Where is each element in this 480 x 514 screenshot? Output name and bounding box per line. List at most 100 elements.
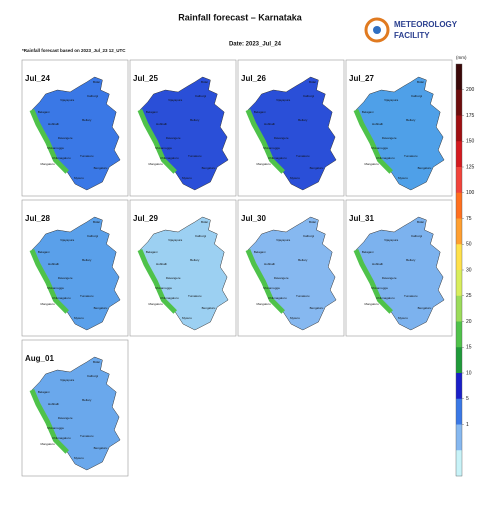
- city-label: Bengaluru: [94, 166, 108, 170]
- city-label: Shivamogga: [371, 286, 388, 290]
- city-label: Bengaluru: [310, 306, 324, 310]
- colorbar-segment: [456, 295, 462, 322]
- city-label: Hubballi: [48, 122, 59, 126]
- colorbar-segment: [456, 141, 462, 168]
- city-label: Chikmagaluru: [52, 296, 71, 300]
- city-label: Chikmagaluru: [52, 156, 71, 160]
- city-label: Davangere: [58, 416, 73, 420]
- colorbar-segment: [456, 424, 462, 451]
- colorbar-label: 25: [466, 293, 472, 299]
- city-label: Belagavi: [362, 110, 374, 114]
- city-label: Mangaluru: [40, 162, 55, 166]
- map: [139, 76, 229, 191]
- coast-band: [29, 389, 69, 454]
- city-label: Tumakuru: [80, 434, 94, 438]
- colorbar-segment: [456, 450, 462, 477]
- city-label: Kalburgi: [411, 94, 422, 98]
- city-label: Shivamogga: [371, 146, 388, 150]
- city-label: Mangaluru: [40, 442, 55, 446]
- city-label: Davangere: [274, 276, 289, 280]
- city-label: Mysuru: [74, 176, 84, 180]
- colorbar-label: 30: [466, 267, 472, 273]
- colorbar-segment: [456, 347, 462, 374]
- city-label: Kalburgi: [195, 234, 206, 238]
- note: *Rainfall forecast based on 2023_Jul_23 …: [22, 48, 126, 53]
- city-label: Davangere: [58, 276, 73, 280]
- city-label: Chikmagaluru: [268, 296, 287, 300]
- city-label: Davangere: [382, 276, 397, 280]
- city-label: Vijayapura: [276, 238, 290, 242]
- city-label: Bengaluru: [94, 306, 108, 310]
- city-label: Bidar: [417, 80, 424, 84]
- city-label: Bengaluru: [310, 166, 324, 170]
- map: [31, 216, 121, 331]
- map: [139, 216, 229, 331]
- city-label: Mysuru: [290, 176, 300, 180]
- colorbar-label: 200: [466, 87, 475, 93]
- logo-text: METEOROLOGY: [394, 20, 458, 29]
- city-label: Mysuru: [182, 316, 192, 320]
- city-label: Shivamogga: [263, 286, 280, 290]
- city-label: Davangere: [166, 276, 181, 280]
- city-label: Kalburgi: [87, 234, 98, 238]
- panel-label: Jul_31: [349, 214, 374, 223]
- city-label: Bellary: [406, 118, 416, 122]
- city-label: Kalburgi: [303, 234, 314, 238]
- colorbar-label: 100: [466, 190, 475, 196]
- city-label: Bengaluru: [94, 446, 108, 450]
- city-label: Belagavi: [146, 110, 158, 114]
- city-label: Mysuru: [398, 316, 408, 320]
- colorbar-label: 20: [466, 319, 472, 325]
- map: [31, 76, 121, 191]
- colorbar-segment: [456, 321, 462, 348]
- city-label: Bellary: [190, 258, 200, 262]
- coast-band: [353, 109, 393, 174]
- city-label: Chikmagaluru: [160, 156, 179, 160]
- city-label: Bellary: [82, 258, 92, 262]
- city-label: Bidar: [417, 220, 424, 224]
- city-label: Hubballi: [372, 122, 383, 126]
- city-label: Shivamogga: [155, 146, 172, 150]
- city-label: Bidar: [201, 80, 208, 84]
- city-label: Mysuru: [182, 176, 192, 180]
- colorbar-label: 1: [466, 422, 469, 428]
- city-label: Tumakuru: [80, 294, 94, 298]
- colorbar-label: 175: [466, 113, 475, 119]
- city-label: Chikmagaluru: [160, 296, 179, 300]
- city-label: Bidar: [309, 220, 316, 224]
- city-label: Bidar: [93, 80, 100, 84]
- city-label: Hubballi: [372, 262, 383, 266]
- city-label: Bellary: [190, 118, 200, 122]
- city-label: Bellary: [298, 258, 308, 262]
- city-label: Bidar: [93, 360, 100, 364]
- panel-label: Jul_29: [133, 214, 158, 223]
- city-label: Bengaluru: [202, 166, 216, 170]
- colorbar-segment: [456, 167, 462, 194]
- colorbar-segment: [456, 398, 462, 425]
- city-label: Mysuru: [74, 316, 84, 320]
- city-label: Vijayapura: [60, 238, 74, 242]
- panel-label: Aug_01: [25, 354, 54, 363]
- date: Date: 2023_Jul_24: [229, 42, 282, 48]
- city-label: Vijayapura: [276, 98, 290, 102]
- coast-band: [137, 249, 177, 314]
- city-label: Shivamogga: [155, 286, 172, 290]
- city-label: Belagavi: [146, 250, 158, 254]
- city-label: Shivamogga: [263, 146, 280, 150]
- colorbar-segment: [456, 373, 462, 400]
- logo-text: FACILITY: [394, 31, 430, 40]
- city-label: Hubballi: [48, 402, 59, 406]
- colorbar-label: 125: [466, 164, 475, 170]
- logo-icon: [373, 26, 381, 34]
- city-label: Belagavi: [38, 110, 50, 114]
- city-label: Mangaluru: [148, 162, 163, 166]
- map: [247, 216, 337, 331]
- city-label: Hubballi: [264, 262, 275, 266]
- colorbar-segment: [456, 64, 462, 91]
- map: [355, 216, 445, 331]
- city-label: Tumakuru: [404, 154, 418, 158]
- city-label: Vijayapura: [60, 98, 74, 102]
- colorbar-segment: [456, 192, 462, 219]
- colorbar-segment: [456, 115, 462, 142]
